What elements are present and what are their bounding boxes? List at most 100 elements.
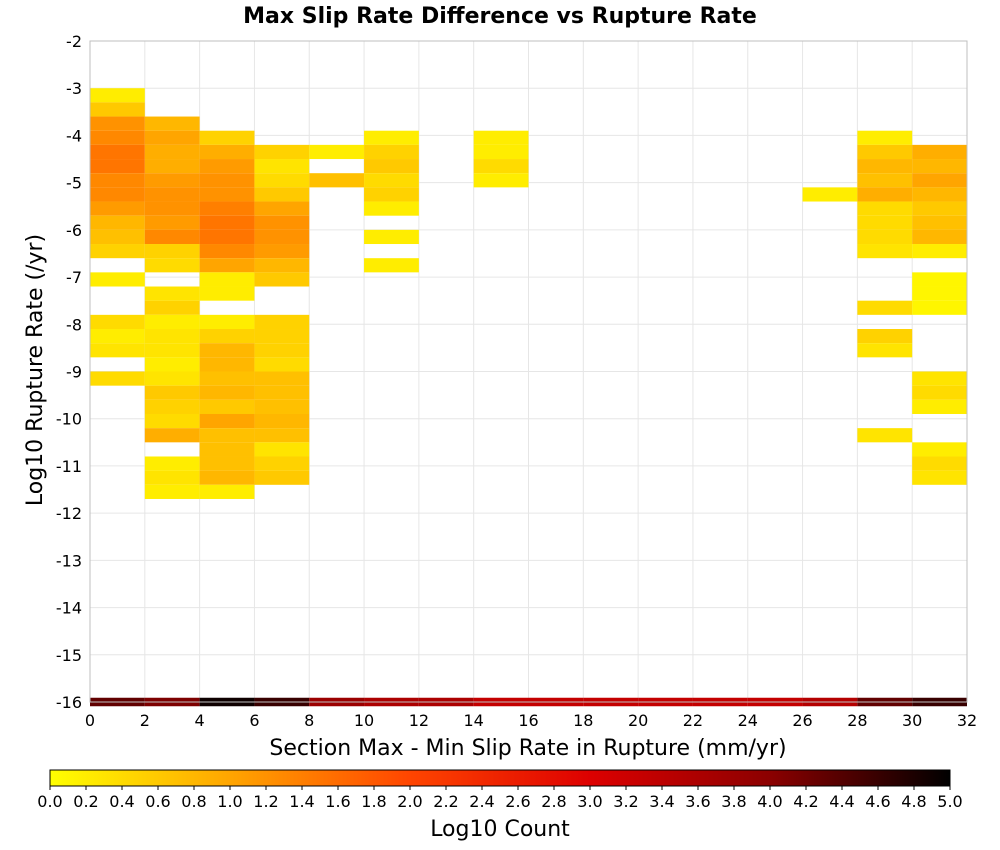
heatmap-cell	[199, 244, 255, 259]
y-tick-label: -12	[56, 504, 82, 523]
x-tick-label: 26	[792, 711, 812, 730]
heatmap-cell	[90, 88, 145, 103]
heatmap-cell	[90, 215, 145, 230]
x-tick-label: 32	[957, 711, 977, 730]
heatmap-cell	[857, 187, 913, 202]
y-tick-label: -2	[66, 32, 82, 51]
heatmap-cell	[199, 187, 255, 202]
heatmap-cell	[199, 144, 255, 160]
heatmap-cell	[199, 159, 255, 174]
colorbar-tick-label: 3.0	[577, 792, 602, 811]
heatmap-cell	[364, 187, 419, 202]
colorbar-tick-label: 1.6	[325, 792, 350, 811]
heatmap-cell	[90, 130, 145, 145]
heatmap-cell	[857, 244, 913, 259]
heatmap-cell	[199, 484, 255, 499]
heatmap-cell	[199, 173, 255, 188]
x-tick-label: 24	[738, 711, 758, 730]
x-tick-label: 22	[683, 711, 703, 730]
heatmap-cell	[254, 343, 310, 358]
colorbar-tick-label: 2.4	[469, 792, 494, 811]
heatmap-cell	[364, 159, 419, 174]
colorbar-tick-label: 2.2	[433, 792, 458, 811]
colorbar-tick-label: 4.4	[829, 792, 854, 811]
heatmap-cell	[144, 173, 200, 188]
heatmap-cell	[144, 258, 200, 273]
y-tick-label: -4	[66, 126, 82, 145]
x-tick-label: 4	[195, 711, 205, 730]
heatmap-cell	[144, 116, 200, 131]
plot-frame	[89, 40, 968, 703]
heatmap-cell	[90, 371, 145, 386]
heatmap-cell	[912, 215, 967, 230]
colorbar: 0.0 0.2 0.4 0.6 0.8 1.0 1.2 1.4 1.6 1.8 2.0 2.2 2.4 2…	[37, 769, 963, 811]
heatmap-cell	[254, 173, 310, 188]
heatmap-cell	[912, 385, 967, 400]
heatmap-cell	[857, 144, 913, 160]
y-tick-label: -9	[66, 363, 82, 382]
heatmap-cell	[254, 244, 310, 259]
colorbar-tick-label: 4.0	[757, 792, 782, 811]
heatmap-cell	[254, 413, 310, 429]
colorbar-tick-label: 4.2	[793, 792, 818, 811]
heatmap-cell	[144, 413, 200, 429]
x-tick-label: 28	[847, 711, 867, 730]
colorbar-tick-label: 3.2	[613, 792, 638, 811]
heatmap-cell	[912, 187, 967, 202]
heatmap-cell	[309, 173, 365, 188]
colorbar-tick-label: 1.4	[289, 792, 314, 811]
x-tick-label: 30	[902, 711, 922, 730]
x-tick-label: 12	[409, 711, 429, 730]
heatmap-cell	[90, 187, 145, 202]
heatmap-cell	[199, 258, 255, 273]
heatmap-cell	[90, 329, 145, 344]
heatmap-cell	[254, 371, 310, 386]
heatmap-cell	[90, 116, 145, 131]
y-tick-label: -13	[56, 551, 82, 570]
heatmap-cell	[912, 144, 967, 160]
heatmap-cell	[473, 159, 529, 174]
x-tick-label: 6	[249, 711, 259, 730]
heatmap-cell	[90, 343, 145, 358]
heatmap-cell	[199, 229, 255, 245]
heatmap-cell	[912, 159, 967, 174]
heatmap-cell	[254, 357, 310, 372]
heatmap-cell	[473, 130, 529, 145]
x-tick-label: 18	[573, 711, 593, 730]
colorbar-ticks: 0.0 0.2 0.4 0.6 0.8 1.0 1.2 1.4 1.6 1.8 2.0 2.2 2.4 2…	[37, 786, 963, 811]
colorbar-tick-label: 4.8	[901, 792, 926, 811]
heatmap-cell	[857, 130, 913, 145]
heatmap-cell	[857, 343, 913, 358]
heatmap-cell	[199, 272, 255, 287]
heatmap-cell	[254, 159, 310, 174]
heatmap-cell	[90, 159, 145, 174]
heatmap-cell	[857, 329, 913, 344]
heatmap-cell	[912, 173, 967, 188]
heatmap-cell	[199, 357, 255, 372]
heatmap-cell	[857, 428, 913, 443]
chart-title: Max Slip Rate Difference vs Rupture Rate	[243, 4, 757, 29]
heatmap-cell	[254, 399, 310, 414]
heatmap-cell	[144, 314, 200, 330]
heatmap-cell	[857, 229, 913, 245]
heatmap-cell	[144, 470, 200, 485]
heatmap-cell	[199, 456, 255, 471]
heatmap-cell	[90, 244, 145, 259]
heatmap-cell	[199, 399, 255, 414]
colorbar-tick-label: 0.8	[181, 792, 206, 811]
heatmap-cell	[912, 442, 967, 457]
colorbar-tick-label: 0.6	[145, 792, 170, 811]
heatmap-cell	[254, 258, 310, 273]
heatmap-cell	[912, 456, 967, 471]
heatmap-cell	[254, 470, 310, 485]
y-tick-label: -10	[56, 410, 82, 429]
y-tick-label: -14	[56, 599, 82, 618]
x-tick-label: 16	[518, 711, 538, 730]
heatmap-cell	[144, 300, 200, 315]
heatmap-cell	[199, 286, 255, 301]
y-tick-label: -8	[66, 315, 82, 334]
heatmap-cell	[254, 385, 310, 400]
heatmap-cell	[90, 173, 145, 188]
heatmap-cell	[199, 428, 255, 443]
y-axis-label: Log10 Rupture Rate (/yr)	[23, 234, 48, 506]
